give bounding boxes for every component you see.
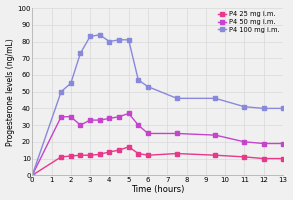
P4 25 mg i.m. xyxy=(88,154,92,156)
P4 25 mg i.m. xyxy=(59,156,63,158)
P4 25 mg i.m. xyxy=(98,153,101,156)
P4 50 mg i.m. xyxy=(262,142,265,145)
Line: P4 100 mg i.m.: P4 100 mg i.m. xyxy=(31,33,285,177)
P4 100 mg i.m. xyxy=(281,107,285,110)
P4 25 mg i.m. xyxy=(117,149,121,151)
P4 50 mg i.m. xyxy=(59,116,63,118)
P4 25 mg i.m. xyxy=(79,154,82,156)
P4 25 mg i.m. xyxy=(175,152,179,155)
Y-axis label: Progesterone levels (ng/mL): Progesterone levels (ng/mL) xyxy=(6,38,15,146)
P4 100 mg i.m. xyxy=(243,106,246,108)
P4 100 mg i.m. xyxy=(69,82,73,85)
P4 50 mg i.m. xyxy=(175,132,179,135)
P4 50 mg i.m. xyxy=(243,141,246,143)
X-axis label: Time (hours): Time (hours) xyxy=(131,185,184,194)
P4 50 mg i.m. xyxy=(137,124,140,126)
P4 100 mg i.m. xyxy=(59,90,63,93)
P4 50 mg i.m. xyxy=(127,112,130,115)
P4 100 mg i.m. xyxy=(108,40,111,43)
P4 25 mg i.m. xyxy=(30,174,34,176)
P4 100 mg i.m. xyxy=(79,52,82,54)
P4 100 mg i.m. xyxy=(146,85,150,88)
P4 50 mg i.m. xyxy=(88,119,92,121)
P4 100 mg i.m. xyxy=(137,79,140,81)
P4 50 mg i.m. xyxy=(98,119,101,121)
P4 100 mg i.m. xyxy=(117,39,121,41)
Legend: P4 25 mg i.m., P4 50 mg i.m., P4 100 mg i.m.: P4 25 mg i.m., P4 50 mg i.m., P4 100 mg … xyxy=(217,10,281,34)
P4 100 mg i.m. xyxy=(88,35,92,38)
P4 25 mg i.m. xyxy=(137,152,140,155)
P4 25 mg i.m. xyxy=(243,156,246,158)
P4 25 mg i.m. xyxy=(69,155,73,157)
P4 50 mg i.m. xyxy=(117,116,121,118)
P4 100 mg i.m. xyxy=(98,34,101,36)
P4 100 mg i.m. xyxy=(214,97,217,100)
Line: P4 50 mg i.m.: P4 50 mg i.m. xyxy=(31,112,285,177)
P4 25 mg i.m. xyxy=(108,151,111,153)
P4 25 mg i.m. xyxy=(127,146,130,148)
P4 25 mg i.m. xyxy=(281,157,285,160)
P4 50 mg i.m. xyxy=(281,142,285,145)
P4 25 mg i.m. xyxy=(262,157,265,160)
P4 25 mg i.m. xyxy=(214,154,217,156)
P4 25 mg i.m. xyxy=(146,154,150,156)
P4 50 mg i.m. xyxy=(79,124,82,126)
P4 100 mg i.m. xyxy=(127,39,130,41)
P4 50 mg i.m. xyxy=(30,174,34,176)
P4 50 mg i.m. xyxy=(214,134,217,136)
P4 50 mg i.m. xyxy=(146,132,150,135)
P4 50 mg i.m. xyxy=(69,116,73,118)
P4 100 mg i.m. xyxy=(175,97,179,100)
Line: P4 25 mg i.m.: P4 25 mg i.m. xyxy=(31,145,285,177)
P4 50 mg i.m. xyxy=(108,117,111,120)
P4 100 mg i.m. xyxy=(30,174,34,176)
P4 100 mg i.m. xyxy=(262,107,265,110)
